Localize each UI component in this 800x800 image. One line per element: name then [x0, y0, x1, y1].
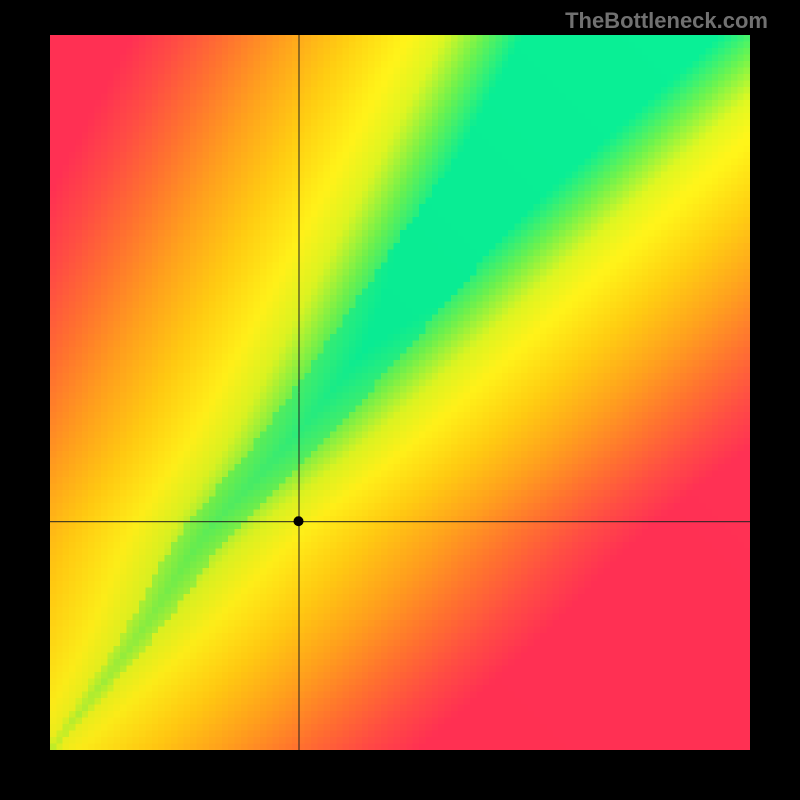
chart-container: TheBottleneck.com [0, 0, 800, 800]
plot-area [50, 35, 750, 750]
overlay-canvas [50, 35, 750, 750]
watermark-label: TheBottleneck.com [565, 8, 768, 34]
